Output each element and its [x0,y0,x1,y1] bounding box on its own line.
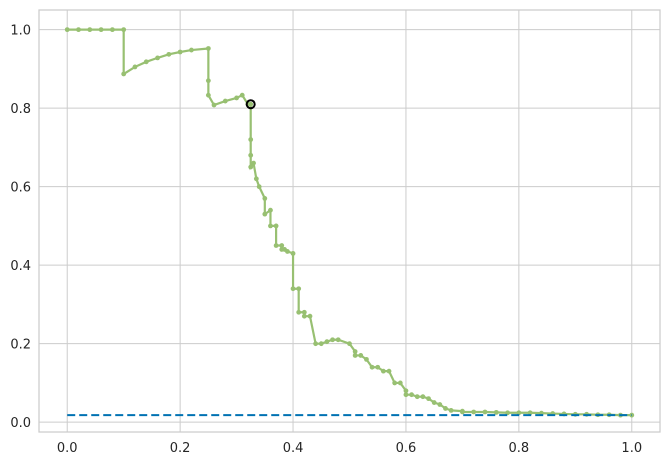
x-tick-label: 0.2 [170,441,191,456]
data-point [313,341,319,347]
data-point [290,250,296,256]
y-tick-label: 0.8 [10,102,31,117]
data-point [189,47,194,53]
data-point [301,313,307,319]
data-point [253,176,259,182]
data-point [482,409,488,415]
data-point [403,392,409,398]
data-point [448,408,454,413]
data-point [324,339,330,345]
data-point [493,409,499,415]
data-point [431,400,437,405]
x-tick-label: 0.6 [396,441,417,456]
y-tick-label: 0.2 [10,338,31,353]
data-point [268,223,273,229]
data-point [87,27,93,33]
plot-frame [38,9,661,433]
data-point [262,196,268,201]
data-point [318,341,324,347]
data-point [375,364,381,370]
data-point [505,410,510,416]
data-point [177,49,183,55]
data-point [386,368,392,374]
data-point [352,353,358,358]
data-point [211,102,217,108]
data-point [273,243,279,248]
data-point [347,341,352,347]
data-point [414,394,420,400]
threshold-marker [245,99,256,110]
data-point [307,313,313,319]
data-point [98,27,104,33]
x-tick-label: 0.0 [57,441,78,456]
data-point [437,402,443,407]
data-point [273,223,279,229]
data-point [248,164,254,170]
data-point [166,51,172,57]
data-point [205,92,211,98]
data-point [403,388,409,394]
data-point [296,309,302,315]
data-point [262,211,268,217]
data-point [290,286,296,292]
data-point [239,92,245,98]
data-point [256,184,262,190]
data-point [296,286,302,292]
data-point [301,309,307,315]
data-point [132,64,138,70]
data-point [205,78,211,84]
data-point [279,243,285,248]
data-point [268,207,273,213]
data-point [143,59,149,65]
data-point [460,409,465,415]
data-point [516,410,522,416]
data-point [358,353,364,358]
data-point [409,392,414,398]
data-point [121,27,127,33]
data-point [380,368,386,374]
plot-area [39,10,660,432]
data-point [397,380,403,386]
data-point [109,27,115,33]
data-point [248,137,254,142]
y-tick-label: 0.6 [10,181,31,196]
data-point [335,337,341,343]
data-point [222,98,228,104]
data-point [155,55,160,61]
data-point [205,46,211,51]
y-tick-label: 0.4 [10,259,31,274]
x-tick-label: 0.8 [509,441,530,456]
data-point [234,95,239,101]
data-point [443,406,448,411]
data-point [285,249,290,254]
x-tick-label: 1.0 [621,441,642,456]
y-tick-label: 0.0 [10,416,31,431]
precision-recall-series-line [67,28,632,417]
data-point [426,396,431,402]
x-tick-label: 0.4 [283,441,304,456]
data-point [248,152,254,158]
data-point [248,101,254,107]
data-point [121,71,127,77]
data-point [251,160,256,166]
data-point [527,410,533,416]
data-point [330,337,335,343]
data-point [392,380,398,386]
data-point [471,409,477,415]
data-point [64,27,70,33]
data-point [364,356,369,362]
data-point [352,349,358,354]
y-tick-label: 1.0 [10,24,31,39]
data-point [420,394,426,400]
data-point [76,27,81,33]
data-point [369,364,375,370]
